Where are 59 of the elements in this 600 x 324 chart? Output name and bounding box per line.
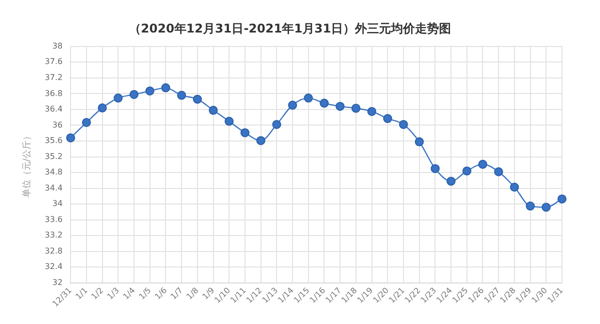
y-tick-label: 33.2 (44, 230, 63, 240)
point (114, 94, 123, 103)
point (161, 83, 170, 92)
point (130, 90, 139, 99)
point (145, 86, 154, 96)
y-tick-label: 36 (52, 120, 63, 130)
point (208, 106, 218, 115)
point (304, 94, 313, 103)
x-tick-label: 1/4 (121, 286, 137, 302)
x-tick-label: 1/5 (137, 286, 153, 302)
point (510, 182, 519, 192)
y-tick-label: 34 (52, 199, 63, 208)
y-tick-label: 36.4 (44, 104, 63, 114)
point (367, 106, 376, 116)
x-tick-label: 1/9 (200, 286, 216, 302)
x-tick-label: 1/2 (90, 286, 106, 302)
y-tick-label: 33.6 (44, 214, 63, 224)
point (398, 120, 408, 129)
y-tick-label: 32 (52, 278, 63, 287)
y-tick-label: 38 (52, 41, 63, 50)
y-tick-label: 34.8 (44, 168, 63, 177)
y-tick-label: 34.4 (44, 183, 63, 192)
point (82, 118, 91, 127)
x-tick-label: 1/6 (153, 286, 169, 302)
point (462, 166, 472, 176)
point (558, 194, 566, 204)
point (98, 103, 107, 112)
y-tick-label: 35.2 (44, 152, 63, 161)
y-tick-label: 35.6 (44, 136, 63, 146)
x-tick-label: 1/7 (168, 286, 184, 302)
point (478, 160, 488, 169)
point (288, 100, 298, 110)
point (542, 202, 551, 212)
point (414, 137, 424, 146)
y-tick-label: 32.8 (44, 246, 63, 256)
point (336, 102, 345, 111)
y-axis-title: 单位（元/公斤） (22, 132, 33, 198)
point (224, 116, 234, 126)
point (192, 94, 202, 104)
point (526, 202, 535, 211)
y-tick-label: 37.2 (44, 73, 63, 82)
point (494, 167, 504, 176)
point (256, 136, 266, 146)
chart-title: （2020年12月31日-2021年1月31日）外三元均价走势图 (128, 21, 452, 36)
point (446, 176, 456, 186)
y-tick-label: 36.8 (44, 88, 63, 98)
x-tick-label: 1/3 (106, 286, 122, 302)
point (383, 114, 392, 124)
point (351, 104, 360, 113)
point (272, 120, 282, 129)
x-tick-label: 1/1 (74, 286, 90, 302)
point (177, 90, 186, 100)
point (320, 98, 329, 108)
y-tick-label: 32.4 (44, 262, 63, 272)
y-tick-label: 37.6 (44, 57, 63, 66)
point (430, 164, 440, 174)
x-tick-label: 1/8 (184, 286, 200, 302)
point (240, 128, 250, 138)
point (66, 133, 76, 142)
